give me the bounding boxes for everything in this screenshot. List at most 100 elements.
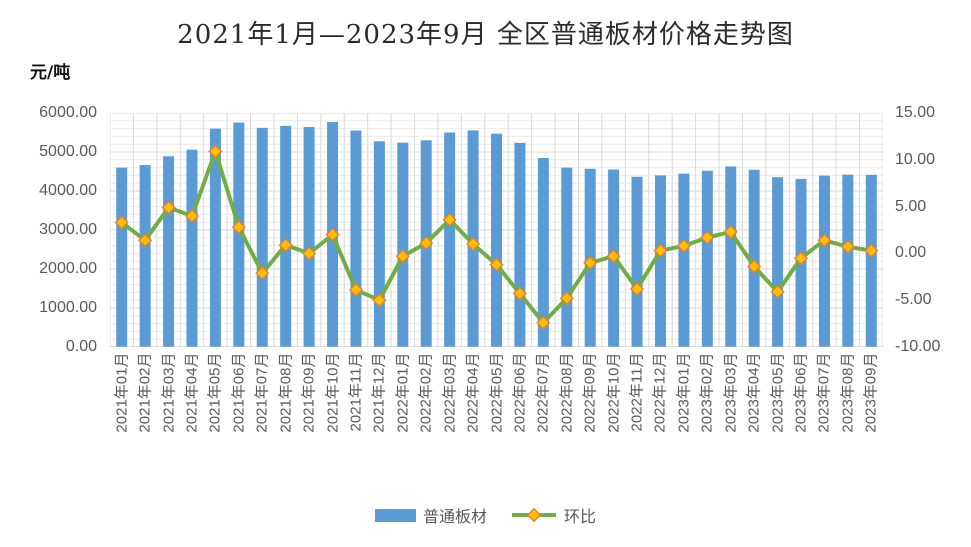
marker-2021年12月 (372, 293, 387, 308)
x-axis-tick: 2023年08月 (839, 352, 857, 433)
x-axis-tick: 2021年09月 (300, 352, 318, 433)
x-axis-tick: 2023年04月 (745, 352, 763, 433)
marker-2022年12月 (653, 243, 668, 258)
bar-2022年11月 (631, 176, 643, 347)
x-axis-tick: 2023年01月 (675, 352, 693, 433)
legend-bar-label: 普通板材 (422, 509, 487, 526)
x-axis-tick: 2022年03月 (441, 352, 459, 433)
marker-2023年02月 (700, 230, 715, 245)
bar-2023年09月 (865, 174, 877, 347)
marker-2021年04月 (184, 208, 200, 224)
right-axis-tick: -5.00 (895, 291, 932, 309)
marker-2022年09月 (583, 255, 598, 270)
x-axis-tick: 2023年05月 (769, 352, 787, 433)
x-axis-tick: 2022年04月 (464, 352, 482, 433)
bar-2022年01月 (397, 142, 409, 347)
marker-2021年02月 (138, 233, 153, 248)
price-trend-chart (110, 113, 883, 347)
marker-2022年05月 (489, 257, 504, 272)
bar-2021年04月 (186, 149, 198, 347)
marker-2023年04月 (747, 259, 762, 274)
legend-line-swatch-icon (512, 507, 556, 523)
marker-2021年09月 (302, 246, 317, 261)
marker-2022年03月 (442, 212, 457, 227)
left-axis-tick: 3000.00 (39, 221, 97, 238)
marker-2021年07月 (255, 266, 270, 281)
marker-2022年01月 (395, 249, 410, 264)
left-axis-tick: 2000.00 (39, 260, 97, 277)
x-axis-tick: 2021年12月 (370, 352, 388, 433)
bar-2022年03月 (444, 132, 456, 347)
x-axis-tick: 2021年06月 (230, 352, 248, 433)
chart-title: 2021年1月—2023年9月 全区普通板材价格走势图 (177, 20, 794, 50)
left-axis-tick: 4000.00 (39, 182, 97, 199)
marker-2021年08月 (278, 237, 293, 253)
x-axis-tick: 2021年02月 (136, 352, 154, 433)
bar-2023年02月 (701, 170, 713, 347)
x-axis-tick: 2021年11月 (347, 352, 365, 432)
bar-2021年02月 (139, 165, 151, 347)
marker-2023年07月 (817, 233, 832, 248)
left-axis-tick: 0.00 (65, 338, 97, 355)
bar-2021年03月 (163, 156, 175, 347)
bar-2021年01月 (116, 167, 128, 347)
bar-2022年05月 (491, 133, 502, 347)
legend-line-label: 环比 (564, 509, 597, 526)
x-axis-tick: 2022年09月 (581, 352, 599, 433)
x-axis-tick: 2023年03月 (722, 352, 740, 433)
marker-2023年01月 (676, 238, 691, 253)
marker-2022年07月 (536, 315, 551, 330)
right-axis-tick: 5.00 (895, 197, 927, 215)
x-axis-tick: 2023年09月 (862, 352, 880, 433)
marker-2023年03月 (723, 224, 738, 239)
left-axis-tick: 6000.00 (39, 104, 97, 121)
x-axis-ticks: 2021年01月 2021年02月 2021年03月 2021年04月 2021年05月… (110, 352, 883, 476)
marker-2022年11月 (629, 281, 645, 297)
x-axis-tick: 2022年11月 (628, 352, 646, 432)
right-axis-tick: 0.00 (895, 244, 927, 262)
bar-2021年05月 (209, 128, 221, 347)
bar-2022年07月 (537, 158, 549, 347)
x-axis-tick: 2023年02月 (698, 352, 716, 433)
right-axis-ticks: 15.00 10.00 5.00 0.00 -5.00 -10.00 (895, 104, 971, 355)
left-axis-tick: 1000.00 (39, 299, 97, 316)
marker-2023年08月 (840, 239, 855, 254)
bar-2023年05月 (772, 177, 784, 347)
marker-2022年02月 (419, 236, 434, 251)
x-axis-tick: 2021年10月 (324, 352, 342, 433)
legend-bar-swatch-icon (374, 508, 416, 522)
bar-2023年04月 (748, 169, 760, 347)
marker-2021年01月 (114, 215, 129, 230)
x-axis-tick: 2022年01月 (394, 352, 412, 433)
x-axis-tick: 2022年10月 (605, 352, 623, 433)
marker-2022年10月 (606, 249, 621, 264)
bar-2023年08月 (842, 174, 854, 347)
x-axis-tick: 2021年05月 (206, 352, 224, 433)
bar-2021年12月 (373, 141, 385, 347)
bar-2021年07月 (256, 127, 268, 347)
bar-2021年09月 (303, 127, 315, 347)
left-axis-unit-label: 元/吨 (30, 63, 71, 83)
bar-2023年03月 (725, 166, 737, 347)
marker-2021年10月 (325, 227, 340, 242)
x-axis-tick: 2023年07月 (815, 352, 833, 433)
bar-2022年06月 (514, 142, 526, 347)
marker-2023年09月 (864, 243, 879, 258)
chart-legend: 普通板材 环比 (0, 501, 971, 529)
x-axis-tick: 2023年06月 (792, 352, 810, 433)
left-axis-ticks: 6000.00 5000.00 4000.00 3000.00 2000.00 1000.… (0, 104, 103, 355)
bar-2022年08月 (561, 167, 573, 347)
marker-2022年04月 (466, 236, 481, 252)
bar-2023年01月 (678, 173, 690, 347)
bar-2021年06月 (233, 122, 245, 347)
marker-2021年11月 (348, 282, 364, 297)
right-axis-tick: 10.00 (895, 150, 936, 168)
marker-2023年05月 (770, 284, 785, 299)
x-axis-tick: 2021年07月 (253, 352, 271, 433)
right-axis-tick: 15.00 (895, 104, 936, 121)
x-axis-tick: 2022年02月 (417, 352, 435, 433)
right-axis-tick: -10.00 (895, 338, 941, 355)
left-axis-tick: 5000.00 (39, 143, 97, 160)
x-axis-tick: 2022年07月 (534, 352, 552, 433)
